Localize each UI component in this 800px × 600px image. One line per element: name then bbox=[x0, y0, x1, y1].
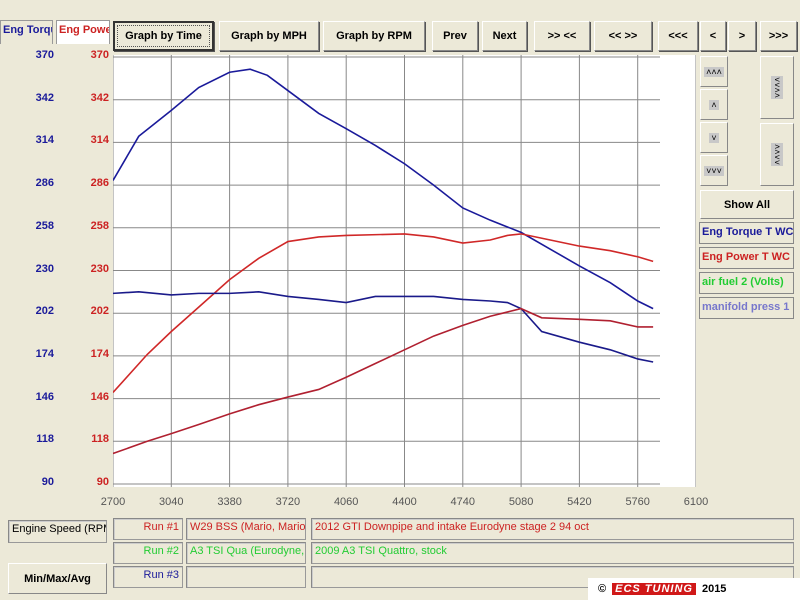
run-description-field[interactable]: 2009 A3 TSI Quattro, stock bbox=[311, 542, 794, 564]
x-tick-label: 5420 bbox=[567, 496, 592, 508]
y-tick-label-right: 342 bbox=[90, 91, 109, 104]
run-label: Run #2 bbox=[113, 542, 183, 564]
x-tick-label: 5080 bbox=[508, 496, 534, 508]
x-tick-label: 3040 bbox=[159, 496, 184, 508]
x-tick-label: 4400 bbox=[392, 496, 417, 508]
y-tick-label-right: 146 bbox=[90, 390, 109, 403]
y-tick-label-left: 230 bbox=[35, 262, 54, 275]
y-tick-label-left: 118 bbox=[36, 433, 54, 446]
legend-channel-3[interactable]: air fuel 2 (Volts) bbox=[699, 272, 794, 294]
y-tick-label-right: 174 bbox=[90, 347, 109, 360]
min-max-avg-button[interactable]: Min/Max/Avg bbox=[8, 563, 107, 594]
y-tick-label-right: 370 bbox=[90, 49, 109, 61]
y-tick-label-left: 90 bbox=[41, 476, 54, 488]
series-line-4 bbox=[113, 307, 654, 455]
ecs-tuning-watermark: © ECS TUNING 2015 bbox=[588, 578, 800, 600]
run-description-field[interactable]: 2012 GTI Downpipe and intake Eurodyne st… bbox=[311, 518, 794, 540]
x-tick-label: 2700 bbox=[100, 496, 126, 508]
run-name-field[interactable]: W29 BSS (Mario, Mario bbox=[186, 518, 306, 540]
y-tick-label-left: 146 bbox=[35, 390, 54, 403]
series-line-1 bbox=[113, 68, 654, 310]
run-name-field[interactable] bbox=[186, 566, 306, 588]
x-tick-label: 3380 bbox=[217, 496, 242, 508]
y-tick-label-right: 118 bbox=[91, 433, 109, 446]
y-tick-label-left: 202 bbox=[35, 305, 54, 318]
y-tick-label-left: 314 bbox=[35, 134, 54, 147]
scroll-down-button[interactable]: ˅ bbox=[700, 122, 728, 153]
y-tick-label-right: 258 bbox=[90, 219, 109, 232]
next-button[interactable]: Next bbox=[482, 21, 527, 51]
legend-channel-1[interactable]: Eng Torque T WC bbox=[699, 222, 794, 244]
y-tick-label-left: 258 bbox=[35, 219, 54, 232]
x-tick-label: 3720 bbox=[275, 496, 301, 508]
y-tick-label-right: 90 bbox=[96, 476, 109, 488]
y-tick-label-left: 174 bbox=[35, 347, 54, 360]
scroll-first-button[interactable]: <<< bbox=[658, 21, 698, 51]
graph-by-time-button[interactable]: Graph by Time bbox=[113, 21, 214, 51]
expand-scale-button[interactable]: ˄˄˅˅ bbox=[760, 123, 794, 186]
tab-eng-power[interactable]: Eng Power bbox=[56, 20, 110, 44]
chart-plot-area bbox=[113, 55, 696, 487]
legend-channel-4[interactable]: manifold press 1 (p bbox=[699, 297, 794, 319]
show-all-button[interactable]: Show All bbox=[700, 190, 794, 219]
series-line-2 bbox=[113, 233, 654, 394]
x-tick-label: 5760 bbox=[625, 496, 650, 508]
zoom-in-button[interactable]: >> << bbox=[534, 21, 590, 51]
series-line-3 bbox=[113, 291, 654, 363]
brand-logo: ECS TUNING bbox=[612, 583, 696, 595]
prev-button[interactable]: Prev bbox=[432, 21, 478, 51]
y-tick-label-left: 342 bbox=[35, 91, 54, 104]
graph-by-rpm-button[interactable]: Graph by RPM bbox=[323, 21, 425, 51]
x-tick-label: 6100 bbox=[683, 496, 709, 508]
y-tick-label-right: 314 bbox=[90, 134, 109, 147]
scroll-down-fast-button[interactable]: ˅˅˅ bbox=[700, 155, 728, 186]
y-tick-label-left: 370 bbox=[35, 49, 54, 61]
x-axis-channel-label: Engine Speed (RPM bbox=[8, 520, 107, 543]
compress-scale-button[interactable]: ˅˅˄˄ bbox=[760, 56, 794, 119]
run-label: Run #3 bbox=[113, 566, 183, 588]
legend-channel-2[interactable]: Eng Power T WC ( bbox=[699, 247, 794, 269]
watermark-year: 2015 bbox=[701, 583, 727, 595]
tab-eng-torque[interactable]: Eng Torque bbox=[0, 20, 53, 44]
scroll-back-button[interactable]: < bbox=[700, 21, 726, 51]
run-name-field[interactable]: A3 TSI Qua (Eurodyne, bbox=[186, 542, 306, 564]
run-label: Run #1 bbox=[113, 518, 183, 540]
copyright-symbol: © bbox=[598, 583, 607, 595]
y-tick-label-left: 286 bbox=[35, 177, 54, 190]
graph-by-mph-button[interactable]: Graph by MPH bbox=[219, 21, 319, 51]
y-tick-label-right: 230 bbox=[90, 262, 109, 275]
x-tick-label: 4060 bbox=[333, 496, 359, 508]
y-tick-label-right: 286 bbox=[90, 177, 109, 190]
scroll-up-fast-button[interactable]: ˄˄˄ bbox=[700, 56, 728, 87]
y-tick-label-right: 202 bbox=[90, 305, 109, 318]
x-tick-label: 4740 bbox=[450, 496, 476, 508]
scroll-last-button[interactable]: >>> bbox=[760, 21, 797, 51]
scroll-forward-button[interactable]: > bbox=[728, 21, 756, 51]
scroll-up-button[interactable]: ˄ bbox=[700, 89, 728, 120]
zoom-out-button[interactable]: << >> bbox=[594, 21, 652, 51]
